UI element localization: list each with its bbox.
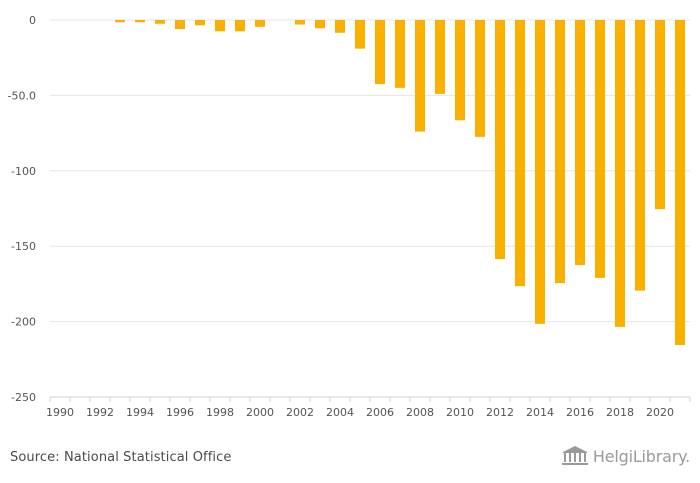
bar-2008 (415, 20, 425, 132)
x-tick-label: 2018 (606, 406, 634, 419)
bar-2003 (315, 20, 325, 29)
y-axis-labels: 0 -50.0 -100 -150 -200 -250 (8, 14, 36, 404)
x-tick-label: 1996 (166, 406, 194, 419)
y-tick-label: -200 (11, 316, 36, 329)
brand-name: HelgiLibrary. (592, 446, 690, 466)
bar-2012 (495, 20, 505, 260)
bar-2007 (395, 20, 405, 88)
y-tick-label: 0 (29, 14, 36, 27)
bar-2013 (515, 20, 525, 287)
bar-2020 (655, 20, 665, 210)
bar-2004 (335, 20, 345, 33)
bar-2010 (455, 20, 465, 121)
x-tick-label: 2004 (326, 406, 354, 419)
x-tick-label: 2012 (486, 406, 514, 419)
x-tick-label: 1994 (126, 406, 154, 419)
x-tick-label: 2020 (646, 406, 674, 419)
x-tick-label: 2000 (246, 406, 274, 419)
y-tick-label: -50.0 (8, 89, 36, 102)
bar-1999 (235, 20, 245, 32)
bar-1998 (215, 20, 225, 32)
bar-1994 (135, 20, 145, 23)
bar-1997 (195, 20, 205, 26)
gridlines (50, 19, 690, 323)
x-tick-label: 1990 (46, 406, 74, 419)
x-tick-label: 1998 (206, 406, 234, 419)
bar-2015 (555, 20, 565, 284)
bar-1995 (155, 20, 165, 24)
x-tick-label: 2014 (526, 406, 554, 419)
bar-2014 (535, 20, 545, 324)
bar-2016 (575, 20, 585, 266)
bar-2017 (595, 20, 605, 278)
x-axis (49, 396, 691, 402)
bar-1996 (175, 20, 185, 30)
x-tick-label: 2002 (286, 406, 314, 419)
bar-1993 (115, 20, 125, 23)
bar-2021 (675, 20, 685, 345)
y-tick-label: -250 (11, 391, 36, 404)
bar-2009 (435, 20, 445, 94)
bars (115, 20, 685, 345)
y-tick-label: -150 (11, 240, 36, 253)
x-tick-label: 2006 (366, 406, 394, 419)
library-building-icon (561, 446, 588, 465)
bar-2019 (635, 20, 645, 291)
x-tick-label: 1992 (86, 406, 114, 419)
bar-2005 (355, 20, 365, 49)
x-tick-label: 2010 (446, 406, 474, 419)
x-tick-label: 2016 (566, 406, 594, 419)
bar-2011 (475, 20, 485, 137)
bar-2000 (255, 20, 265, 27)
x-axis-labels: 1990 1992 1994 1996 1998 2000 2002 2004 2006 2008… (46, 406, 674, 419)
bar-2002 (295, 20, 305, 25)
bar-2018 (615, 20, 625, 327)
bar-2006 (375, 20, 385, 85)
source-note: Source: National Statistical Office (10, 450, 232, 465)
x-tick-label: 2008 (406, 406, 434, 419)
y-tick-label: -100 (11, 165, 36, 178)
brand-logo: HelgiLibrary. (561, 445, 690, 467)
